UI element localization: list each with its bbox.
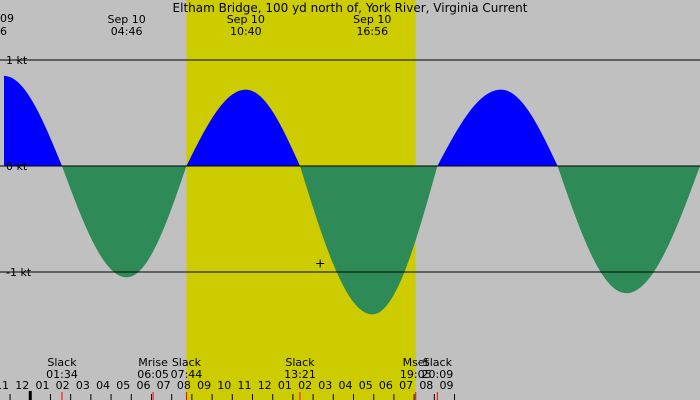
hour-label: 09 [440,379,454,392]
event-time-label: 10:40 [230,25,262,38]
event-time-label: 16:56 [356,25,388,38]
y-axis-label: 0 kt [6,160,28,173]
current-time-marker [316,259,325,268]
hour-label: 09 [197,379,211,392]
hour-label: 06 [136,379,150,392]
hour-label: 10 [217,379,231,392]
ebb-current-area [4,166,700,315]
left-edge-date-label: 09 [0,12,14,25]
hour-label: 11 [237,379,251,392]
hour-label: 04 [339,379,353,392]
bottom-event-label: Slack [423,356,453,369]
bottom-event-label: Mset [403,356,430,369]
bottom-event-time: 07:44 [171,368,203,381]
event-date-label: Sep 10 [353,13,391,26]
y-axis-labels: 1 kt 0 kt -1 kt [6,54,32,279]
chart-title: Eltham Bridge, 100 yd north of, York Riv… [173,1,528,15]
hour-label: 05 [116,379,130,392]
bottom-event-time: 06:05 [137,368,169,381]
grid-lines [0,59,700,273]
y-axis-label: -1 kt [6,266,32,279]
hour-label: 01 [278,379,292,392]
bottom-event-time: 13:21 [284,368,316,381]
hour-label: 08 [177,379,191,392]
hour-label: 07 [399,379,413,392]
left-edge-labels: 096 [0,12,14,38]
hour-label: 12 [258,379,272,392]
hour-label: 08 [419,379,433,392]
hour-label: 03 [318,379,332,392]
hour-label: 03 [76,379,90,392]
bottom-event-time: 20:09 [422,368,454,381]
hour-label: 02 [298,379,312,392]
bottom-event-time: 01:34 [46,368,78,381]
hour-label: 02 [56,379,70,392]
left-edge-time-label: 6 [0,25,7,38]
hour-label: 01 [35,379,49,392]
bottom-event-time: 19:05 [400,368,432,381]
hour-label: 05 [359,379,373,392]
hour-axis: 11 12 01 02 03 04 05 06 07 08 09 10 11 12 01 02 03 04 05 06… [0,379,456,400]
flood-current-area [4,75,700,166]
hour-label: 04 [96,379,110,392]
event-date-label: Sep 10 [227,13,265,26]
bottom-event-label: Slack [285,356,315,369]
hour-label: 06 [379,379,393,392]
hour-label: 07 [157,379,171,392]
bottom-event-label: Slack [47,356,77,369]
bottom-event-label: Mrise [138,356,168,369]
hour-label: 12 [15,379,29,392]
moon-slack-event-labels: Slack01:34Mrise06:05Slack07:44Slack13:21… [46,356,453,381]
bottom-event-label: Slack [172,356,202,369]
hour-label: 11 [0,379,9,392]
event-date-label: Sep 10 [108,13,146,26]
y-axis-label: 1 kt [6,54,28,67]
event-time-label: 04:46 [111,25,143,38]
